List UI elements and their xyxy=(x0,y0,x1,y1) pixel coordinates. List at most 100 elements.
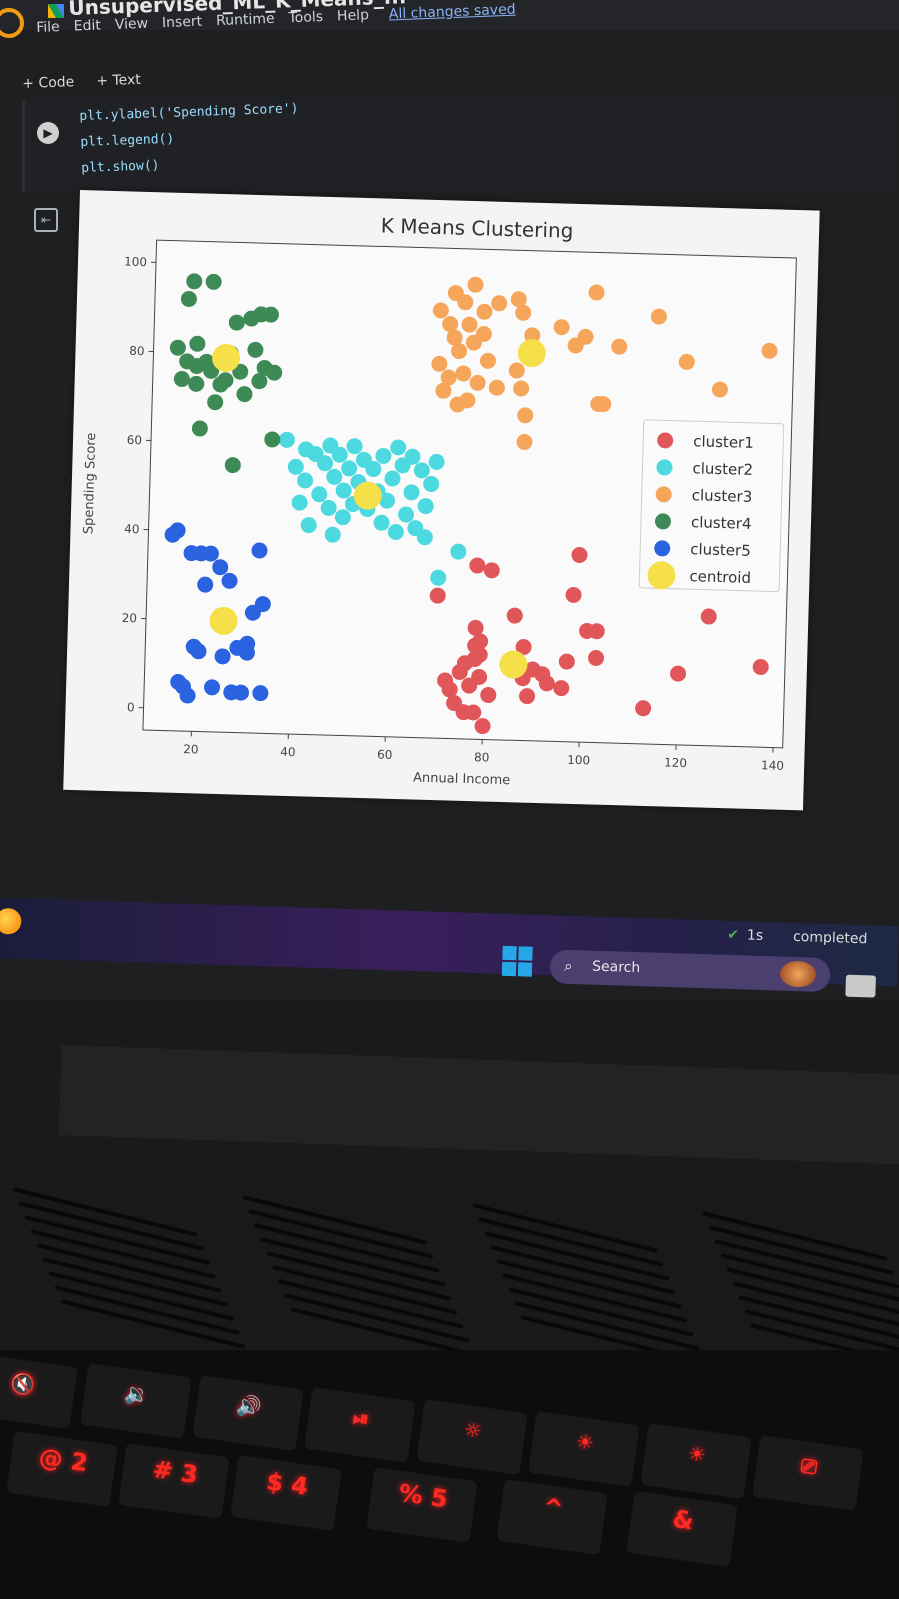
legend-label-cluster3: cluster3 xyxy=(691,486,752,506)
point-cluster1 xyxy=(635,700,652,717)
vent-slot xyxy=(478,1217,664,1267)
point-cluster4 xyxy=(205,273,222,290)
vent-slot xyxy=(708,1225,894,1275)
key-7[interactable]: & xyxy=(626,1491,738,1567)
run-cell-icon[interactable]: ▶ xyxy=(37,122,59,144)
point-cluster3 xyxy=(435,382,452,399)
key-5[interactable]: % 5 xyxy=(366,1467,478,1543)
point-cluster2 xyxy=(390,439,407,456)
key-f6[interactable]: ☀ xyxy=(528,1411,640,1487)
menu-edit[interactable]: Edit xyxy=(73,17,102,35)
point-cluster1 xyxy=(519,688,536,705)
key-f8[interactable]: ⎚ xyxy=(752,1435,864,1511)
point-cluster4 xyxy=(264,431,281,448)
key-2[interactable]: @ 2 xyxy=(6,1431,118,1507)
add-code-button[interactable]: + Code xyxy=(22,74,75,92)
point-cluster1 xyxy=(588,649,605,666)
scatter-chart: K Means Clustering Annual Income Spending … xyxy=(81,213,797,789)
point-cluster5 xyxy=(204,679,221,696)
key-f4[interactable]: ⏯ xyxy=(304,1387,416,1463)
point-cluster3 xyxy=(461,316,478,333)
menu-help[interactable]: Help xyxy=(336,7,370,25)
vent-slot xyxy=(54,1285,240,1335)
point-cluster4 xyxy=(186,273,203,290)
menu-tools[interactable]: Tools xyxy=(288,8,324,27)
point-cluster2 xyxy=(334,509,351,526)
point-cluster1 xyxy=(483,562,500,579)
vent-slot xyxy=(36,1243,222,1293)
legend-label-cluster2: cluster2 xyxy=(692,459,753,479)
weather-icon[interactable] xyxy=(0,907,22,935)
point-cluster5 xyxy=(212,559,229,576)
point-cluster3 xyxy=(431,355,448,372)
key-f1[interactable]: 🔇 xyxy=(0,1353,78,1429)
point-cluster3 xyxy=(577,328,594,345)
point-cluster3 xyxy=(442,316,459,333)
colab-logo-icon[interactable] xyxy=(0,8,24,38)
save-status-link[interactable]: All changes saved xyxy=(388,1,516,23)
x-tick-label: 120 xyxy=(664,756,687,771)
key-3[interactable]: # 3 xyxy=(118,1443,230,1519)
menu-insert[interactable]: Insert xyxy=(161,13,203,32)
point-cluster4 xyxy=(173,371,190,388)
point-cluster4 xyxy=(207,394,224,411)
windows-start-icon[interactable] xyxy=(501,945,533,977)
point-cluster3 xyxy=(517,407,534,424)
google-drive-icon xyxy=(48,4,64,18)
tray-app-icon[interactable] xyxy=(845,974,876,998)
key-f5[interactable]: ☼ xyxy=(416,1399,528,1475)
point-cluster1 xyxy=(571,546,588,563)
laptop-keyboard: 🔇 🔉 🔊 ⏯ ☼ ☀ ☀ ⎚ @ 2 # 3 $ 4 % 5 ^ & xyxy=(0,1350,899,1599)
point-cluster4 xyxy=(217,372,234,389)
laptop-vent-area xyxy=(0,1170,899,1373)
point-cluster3 xyxy=(451,343,468,360)
vent-slot xyxy=(514,1301,700,1351)
taskbar-search[interactable]: ⌕ Search xyxy=(549,949,831,993)
point-cluster3 xyxy=(432,302,449,319)
cell-output-plot: K Means Clustering Annual Income Spending … xyxy=(63,190,820,811)
point-cluster2 xyxy=(430,569,447,586)
x-tick-label: 20 xyxy=(183,742,199,756)
key-4[interactable]: $ 4 xyxy=(230,1455,342,1531)
point-cluster3 xyxy=(491,295,508,312)
point-cluster2 xyxy=(346,438,363,455)
point-cluster4 xyxy=(191,420,208,437)
point-cluster2 xyxy=(417,498,434,515)
vent-slot xyxy=(242,1195,428,1245)
legend-label-cluster4: cluster4 xyxy=(691,513,752,533)
x-axis-label: Annual Income xyxy=(413,771,511,789)
point-cluster3 xyxy=(508,362,525,379)
point-cluster3 xyxy=(510,291,527,308)
point-cluster4 xyxy=(247,341,264,358)
menu-view[interactable]: View xyxy=(114,15,149,33)
point-centroid xyxy=(499,650,528,679)
point-cluster4 xyxy=(180,290,197,307)
menu-file[interactable]: File xyxy=(36,19,61,36)
point-cluster2 xyxy=(317,455,334,472)
point-cluster3 xyxy=(513,380,530,397)
point-cluster2 xyxy=(324,526,341,543)
vent-slot xyxy=(248,1209,434,1259)
point-cluster1 xyxy=(465,704,482,721)
point-cluster3 xyxy=(457,294,474,311)
vent-slot xyxy=(42,1257,228,1307)
add-text-button[interactable]: + Text xyxy=(95,71,142,90)
point-cluster3 xyxy=(650,308,667,325)
y-tick-label: 40 xyxy=(124,522,140,536)
point-cluster1 xyxy=(429,587,446,604)
output-toggle-icon[interactable]: ⇤ xyxy=(34,208,58,232)
code-cell[interactable]: ▶ plt.ylabel('Spending Score') plt.legen… xyxy=(22,100,895,192)
key-f7[interactable]: ☀ xyxy=(640,1423,752,1499)
key-f2[interactable]: 🔉 xyxy=(80,1363,192,1439)
code-editor[interactable]: plt.ylabel('Spending Score') plt.legend(… xyxy=(79,96,301,182)
point-cluster2 xyxy=(297,472,314,489)
key-6[interactable]: ^ xyxy=(496,1479,608,1555)
key-f3[interactable]: 🔊 xyxy=(192,1375,304,1451)
windows-taskbar: ⌕ Search ✔ 1s completed xyxy=(0,898,899,998)
point-cluster3 xyxy=(440,369,457,386)
point-cluster4 xyxy=(262,306,279,323)
point-cluster2 xyxy=(428,453,445,470)
menu-runtime[interactable]: Runtime xyxy=(215,10,275,30)
point-cluster5 xyxy=(252,685,269,702)
legend-marker-cluster2 xyxy=(656,459,673,476)
